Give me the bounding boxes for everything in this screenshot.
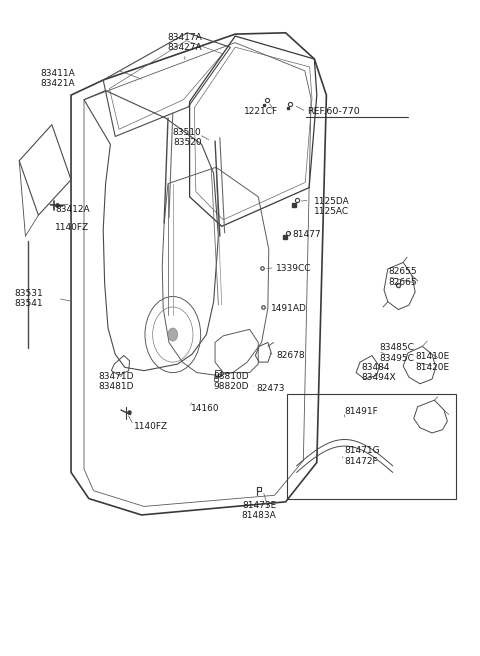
Text: 83411A
83421A: 83411A 83421A — [41, 69, 75, 89]
Text: 1140FZ: 1140FZ — [55, 223, 89, 232]
Text: 81471G
81472F: 81471G 81472F — [345, 446, 380, 466]
Text: 1125DA
1125AC: 1125DA 1125AC — [314, 197, 350, 216]
Circle shape — [168, 328, 178, 341]
Text: 81477: 81477 — [293, 230, 322, 239]
Text: 83471D
83481D: 83471D 83481D — [98, 372, 134, 392]
Text: 81473E
81483A: 81473E 81483A — [242, 501, 276, 520]
Text: 83484
83494X: 83484 83494X — [361, 363, 396, 382]
Text: REF.60-770: REF.60-770 — [307, 107, 360, 116]
Text: 83531
83541: 83531 83541 — [14, 289, 43, 308]
Text: 82473: 82473 — [257, 384, 285, 393]
Text: 83412A: 83412A — [55, 205, 90, 215]
Text: 82678: 82678 — [276, 351, 305, 360]
Text: 98810D
98820D: 98810D 98820D — [214, 372, 249, 392]
Text: 1221CF: 1221CF — [244, 107, 278, 116]
Text: 81491F: 81491F — [345, 407, 378, 417]
Bar — [287, 394, 456, 499]
Text: 81410E
81420E: 81410E 81420E — [415, 352, 449, 372]
Text: 1339CC: 1339CC — [276, 264, 312, 274]
Text: 14160: 14160 — [191, 403, 220, 413]
Text: 83417A
83427A: 83417A 83427A — [168, 33, 202, 52]
Text: 83485C
83495C: 83485C 83495C — [379, 343, 414, 363]
Text: 1491AD: 1491AD — [271, 304, 307, 313]
Text: 83510
83520: 83510 83520 — [173, 128, 202, 148]
Text: 82655
82665: 82655 82665 — [389, 267, 418, 287]
Text: 1140FZ: 1140FZ — [134, 422, 168, 431]
